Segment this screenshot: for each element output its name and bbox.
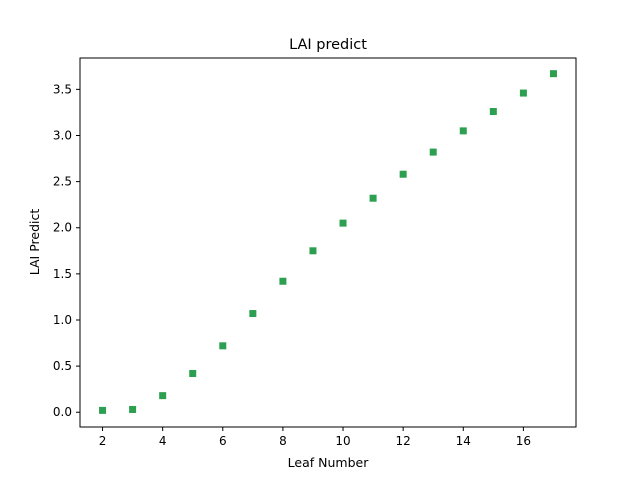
data-point [219, 342, 227, 350]
data-point [129, 405, 137, 413]
data-point [309, 247, 317, 255]
data-point [429, 148, 437, 156]
y-axis-label: LAI Predict [27, 209, 42, 276]
data-point [489, 108, 497, 116]
y-axis: 0.0 0.5 1.0 1.5 2.0 2.5 3.0 3.5 [53, 82, 80, 419]
data-point [549, 70, 557, 78]
data-point [399, 170, 407, 178]
y-tick-label: 1.0 [53, 313, 72, 327]
data-point [279, 277, 287, 285]
x-tick-label: 8 [279, 434, 287, 448]
x-tick-label: 12 [396, 434, 411, 448]
x-tick-label: 14 [456, 434, 471, 448]
y-tick-label: 2.0 [53, 221, 72, 235]
x-tick-label: 10 [335, 434, 350, 448]
data-point [159, 392, 167, 400]
y-tick-label: 3.5 [53, 82, 72, 96]
x-axis: 2 4 6 8 10 12 14 16 [99, 427, 531, 448]
plot-frame [79, 57, 577, 428]
x-tick-label: 4 [159, 434, 167, 448]
x-tick-label: 16 [516, 434, 531, 448]
data-point [339, 219, 347, 227]
data-point [99, 406, 107, 414]
y-tick-label: 2.5 [53, 175, 72, 189]
data-point [369, 194, 377, 202]
y-tick-label: 1.5 [53, 267, 72, 281]
y-tick-label: 3.0 [53, 128, 72, 142]
data-point [189, 369, 197, 377]
data-points [99, 70, 557, 414]
data-point [249, 310, 257, 318]
x-axis-label: Leaf Number [288, 455, 370, 470]
y-tick-label: 0.5 [53, 359, 72, 373]
data-point [519, 89, 527, 97]
chart-title: LAI predict [289, 37, 367, 53]
x-tick-label: 6 [219, 434, 227, 448]
y-tick-label: 0.0 [53, 405, 72, 419]
x-tick-label: 2 [99, 434, 107, 448]
data-point [459, 127, 467, 135]
plot-area [79, 57, 577, 428]
